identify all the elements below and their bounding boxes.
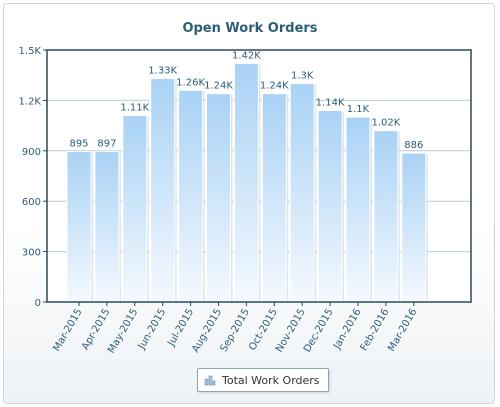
bar: [261, 93, 287, 303]
data-label: 1.33K: [148, 66, 177, 77]
bar: [401, 152, 427, 303]
data-label: 886: [404, 140, 423, 151]
bar: [317, 109, 343, 303]
bar: [373, 130, 399, 303]
data-label: 1.02K: [371, 118, 400, 129]
x-tick-label: Dec-2015: [302, 307, 336, 354]
bar: [345, 116, 371, 303]
y-tick-label: 1.5K: [19, 46, 42, 57]
data-label: 1.24K: [260, 81, 289, 92]
bar-chart-icon: [204, 374, 216, 386]
data-label: 1.14K: [316, 97, 345, 108]
bar: [289, 83, 315, 303]
chart-title: Open Work Orders: [182, 21, 318, 36]
y-tick-label: 900: [22, 147, 41, 158]
data-label: 895: [69, 139, 88, 150]
bar: [66, 151, 92, 303]
legend[interactable]: Total Work Orders: [197, 368, 329, 392]
data-label: 1.1K: [347, 104, 370, 115]
data-label: 1.42K: [232, 50, 261, 61]
data-label: 1.11K: [120, 103, 149, 114]
bar: [122, 115, 148, 303]
bar: [94, 150, 120, 303]
bar: [206, 93, 231, 303]
y-tick-label: 300: [22, 248, 41, 259]
y-tick-label: 600: [22, 197, 41, 208]
legend-label: Total Work Orders: [222, 373, 320, 387]
bar: [233, 62, 259, 303]
y-tick-label: 0: [35, 298, 41, 309]
x-tick-label: Jan-2016: [331, 307, 363, 352]
plot-border: [46, 49, 472, 303]
data-label: 1.3K: [291, 71, 314, 82]
x-tick-label: Jul-2015: [166, 307, 197, 349]
x-tick-label: Mar-2016: [386, 307, 419, 353]
data-label: 1.26K: [176, 77, 205, 88]
data-label: 1.24K: [204, 81, 233, 92]
x-tick-label: Jun-2015: [136, 307, 168, 352]
y-tick-label: 1.2K: [19, 96, 42, 107]
bar: [178, 89, 204, 303]
bar: [150, 78, 176, 303]
data-label: 897: [97, 138, 116, 149]
